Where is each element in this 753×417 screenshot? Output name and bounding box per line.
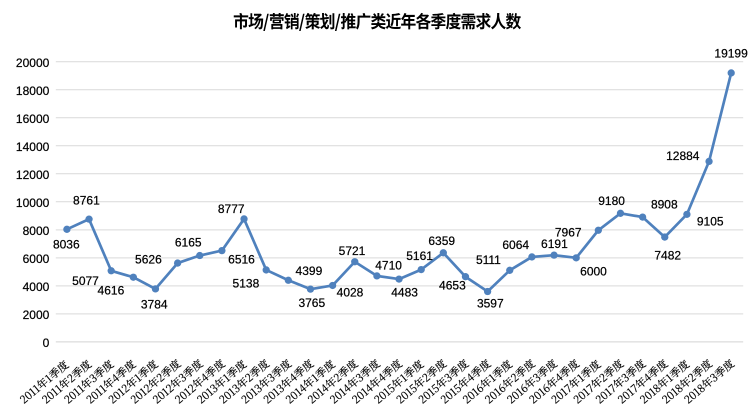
svg-text:2000: 2000 <box>23 308 50 322</box>
svg-text:19199: 19199 <box>714 47 748 61</box>
svg-text:4653: 4653 <box>439 278 466 292</box>
svg-text:3597: 3597 <box>477 296 504 310</box>
svg-text:4028: 4028 <box>337 286 364 300</box>
svg-text:9180: 9180 <box>598 194 625 208</box>
svg-text:5138: 5138 <box>233 276 260 290</box>
svg-text:5626: 5626 <box>135 253 162 267</box>
svg-text:5161: 5161 <box>406 249 433 263</box>
svg-text:5077: 5077 <box>72 274 99 288</box>
svg-text:8777: 8777 <box>218 202 245 216</box>
svg-text:6191: 6191 <box>541 237 568 251</box>
svg-text:8908: 8908 <box>651 197 678 211</box>
svg-text:4710: 4710 <box>375 259 402 273</box>
svg-text:14000: 14000 <box>16 140 50 154</box>
svg-text:18000: 18000 <box>16 84 50 98</box>
svg-text:3765: 3765 <box>298 296 325 310</box>
svg-text:10000: 10000 <box>16 196 50 210</box>
svg-text:8000: 8000 <box>23 224 50 238</box>
svg-text:9105: 9105 <box>697 214 724 228</box>
svg-text:8761: 8761 <box>73 194 100 208</box>
svg-text:5111: 5111 <box>476 253 501 267</box>
svg-text:4483: 4483 <box>391 286 418 300</box>
svg-text:6000: 6000 <box>580 264 607 278</box>
svg-text:12884: 12884 <box>666 149 700 163</box>
svg-text:6064: 6064 <box>502 238 529 252</box>
svg-text:12000: 12000 <box>16 168 50 182</box>
svg-text:0: 0 <box>43 336 50 350</box>
svg-text:4399: 4399 <box>296 264 323 278</box>
svg-text:5721: 5721 <box>339 244 366 258</box>
svg-text:6516: 6516 <box>228 253 255 267</box>
svg-text:7967: 7967 <box>555 226 582 240</box>
svg-text:6165: 6165 <box>175 235 202 249</box>
svg-text:4616: 4616 <box>98 284 125 298</box>
svg-text:6000: 6000 <box>23 252 50 266</box>
svg-text:7482: 7482 <box>654 249 681 263</box>
svg-text:4000: 4000 <box>23 280 50 294</box>
svg-text:20000: 20000 <box>16 56 50 70</box>
svg-text:16000: 16000 <box>16 112 50 126</box>
svg-text:3784: 3784 <box>141 298 168 312</box>
svg-text:6359: 6359 <box>428 234 455 248</box>
svg-text:8036: 8036 <box>53 238 80 252</box>
